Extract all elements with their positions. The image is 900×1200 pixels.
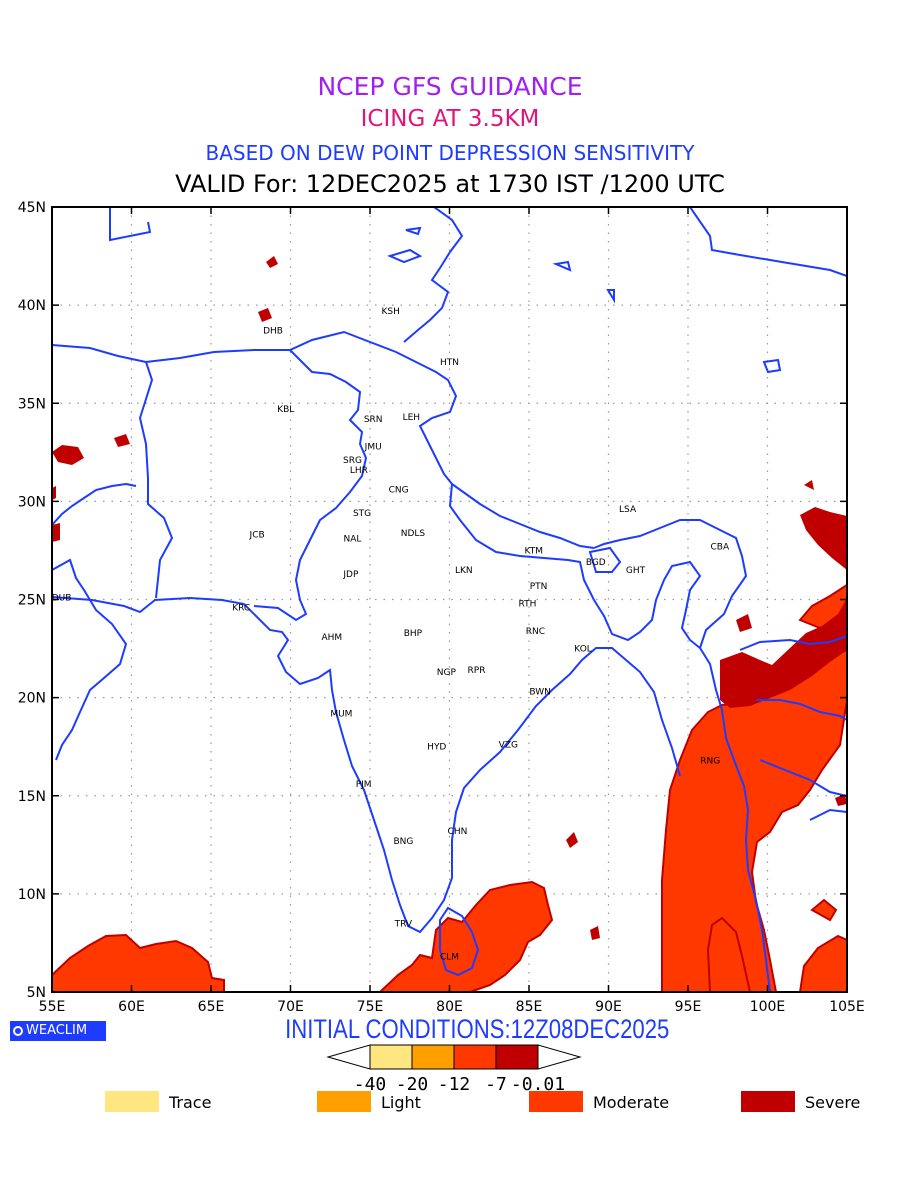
station-dhb: DHB: [263, 327, 283, 337]
y-tick-label: 5N: [27, 985, 46, 1001]
y-tick-label: 40N: [18, 298, 46, 314]
colorbar-swatch: [369, 1044, 413, 1070]
x-tick-label: 70E: [277, 999, 304, 1015]
station-bwn: BWN: [529, 688, 551, 698]
station-jmu: JMU: [364, 442, 382, 452]
station-jcb: JCB: [249, 531, 265, 541]
station-rnc: RNC: [526, 627, 545, 637]
lakes: [387, 226, 782, 374]
axis-ticks: 55E 60E 65E 70E 75E 80E 85E 90E 95E 100E 105E 5N 10N…: [18, 200, 865, 1015]
station-cng: CNG: [389, 486, 409, 496]
station-kbl: KBL: [277, 405, 294, 415]
station-bng: BNG: [393, 837, 413, 847]
x-tick-label: 60E: [118, 999, 145, 1015]
station-jdp: JDP: [342, 570, 359, 580]
station-bhp: BHP: [404, 629, 423, 639]
station-krc: KRC: [232, 603, 250, 613]
x-tick-label: 105E: [829, 999, 865, 1015]
y-tick-label: 35N: [18, 396, 46, 412]
colorbar-label: -7: [485, 1074, 507, 1095]
station-rpr: RPR: [468, 666, 486, 676]
y-tick-label: 25N: [18, 593, 46, 609]
y-tick-label: 20N: [18, 691, 46, 707]
station-lsa: LSA: [619, 505, 637, 515]
x-tick-label: 65E: [198, 999, 225, 1015]
station-srn: SRN: [364, 415, 383, 425]
colorbar-label: -20: [396, 1074, 429, 1095]
station-rng: RNG: [700, 756, 720, 766]
x-tick-label: 55E: [39, 999, 66, 1015]
station-lhr: LHR: [350, 466, 368, 476]
y-tick-label: 30N: [18, 494, 46, 510]
station-ksh: KSH: [381, 307, 399, 317]
station-dub: DUB: [52, 594, 72, 604]
title-line-1: NCEP GFS GUIDANCE: [317, 72, 583, 101]
station-ngp: NGP: [437, 668, 457, 678]
station-trv: TRV: [394, 919, 413, 929]
legend-swatch-severe: [741, 1091, 795, 1112]
station-ndls: NDLS: [401, 529, 426, 539]
colorbar: -40 -20 -12 -7 -0.01: [326, 1044, 582, 1095]
title-line-2: ICING AT 3.5KM: [360, 106, 540, 132]
y-tick-label: 10N: [18, 887, 46, 903]
station-kol: KOL: [574, 645, 592, 655]
station-lkn: LKN: [455, 566, 473, 576]
weaclim-logo: WEACLIM: [10, 1021, 106, 1041]
legend-swatch-trace: [105, 1091, 159, 1112]
y-tick-label: 45N: [18, 200, 46, 216]
colorbar-right-arrow: [537, 1044, 582, 1070]
legend-label-severe: Severe: [805, 1093, 861, 1112]
station-vzg: VZG: [499, 741, 518, 751]
x-tick-label: 85E: [516, 999, 543, 1015]
x-tick-label: 100E: [750, 999, 786, 1015]
colorbar-label: -40: [354, 1074, 387, 1095]
station-bgd: BGD: [586, 558, 606, 568]
station-htn: HTN: [440, 358, 459, 368]
coastlines-and-borders: [52, 207, 847, 992]
station-clm: CLM: [440, 953, 459, 963]
x-tick-label: 75E: [357, 999, 384, 1015]
station-nal: NAL: [344, 535, 362, 545]
colorbar-swatch: [453, 1044, 497, 1070]
station-leh: LEH: [403, 413, 420, 423]
station-chn: CHN: [448, 827, 468, 837]
station-ktm: KTM: [525, 546, 543, 556]
station-mum: MUM: [330, 709, 352, 719]
initial-conditions: INITIAL CONDITIONS:12Z08DEC2025: [285, 1014, 670, 1044]
x-tick-label: 95E: [675, 999, 702, 1015]
station-hyd: HYD: [427, 743, 446, 753]
station-ptn: PTN: [530, 582, 548, 592]
colorbar-swatch: [411, 1044, 455, 1070]
logo-ring-icon: [13, 1026, 23, 1036]
moderate-icing-areas: [52, 583, 847, 992]
legend-label-light: Light: [381, 1093, 421, 1112]
title-line-3: BASED ON DEW POINT DEPRESSION SENSITIVIT…: [205, 141, 695, 165]
legend-swatch-moderate: [529, 1091, 583, 1112]
station-cba: CBA: [710, 543, 729, 553]
y-tick-label: 15N: [18, 789, 46, 805]
station-rth: RTH: [518, 599, 536, 609]
legend-swatch-light: [317, 1091, 371, 1112]
x-tick-label: 80E: [436, 999, 463, 1015]
colorbar-swatch: [495, 1044, 539, 1070]
station-ght: GHT: [626, 566, 646, 576]
logo-text: WEACLIM: [26, 1023, 88, 1038]
station-ahm: AHM: [321, 633, 342, 643]
legend-label-moderate: Moderate: [593, 1093, 670, 1112]
station-srg: SRG: [343, 456, 362, 466]
colorbar-left-arrow: [326, 1044, 371, 1070]
station-pjm: PJM: [356, 780, 372, 790]
valid-time-line: VALID For: 12DEC2025 at 1730 IST /1200 U…: [175, 170, 725, 198]
station-stg: STG: [353, 509, 371, 519]
legend-label-trace: Trace: [169, 1093, 212, 1112]
x-tick-label: 90E: [595, 999, 622, 1015]
colorbar-label: -12: [438, 1074, 471, 1095]
colorbar-label: -0.01: [511, 1074, 565, 1095]
severe-icing-areas: [52, 256, 847, 940]
